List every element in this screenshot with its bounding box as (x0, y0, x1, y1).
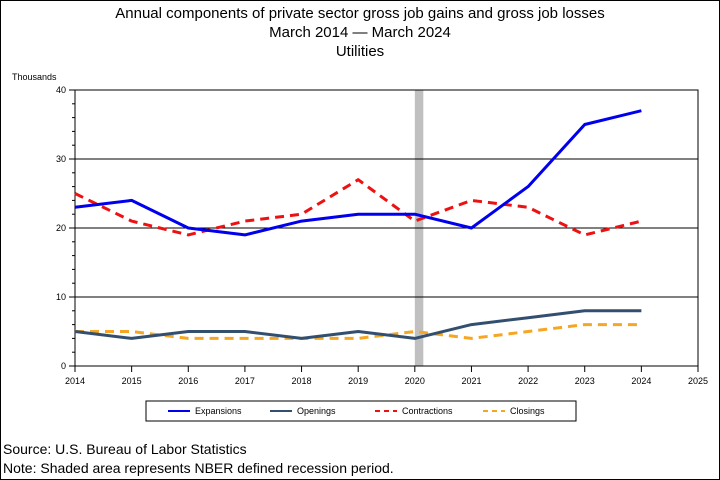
series-line-contractions (74, 178, 642, 237)
chart-industry: Utilities (335, 43, 385, 60)
x-tick-label: 2021 (461, 376, 481, 386)
x-tick-label: 2018 (292, 376, 312, 386)
series-line-closings (75, 323, 642, 340)
x-tick-label: 2025 (688, 376, 708, 386)
y-tick-label: 30 (56, 154, 66, 164)
chart-title: Annual components of private sector gros… (115, 5, 605, 22)
legend: Expansions Openings Contractions Closings (145, 400, 577, 422)
x-tick-label: 2022 (518, 376, 538, 386)
x-tick-label: 2023 (575, 376, 595, 386)
y-tick-label: 10 (56, 292, 66, 302)
series-line-openings (74, 309, 642, 340)
x-tick-label: 2015 (122, 376, 142, 386)
legend-label-closings: Closings (510, 406, 545, 416)
y-tick-label: 20 (56, 223, 66, 233)
x-tick-label: 2016 (178, 376, 198, 386)
y-axis-label: Thousands (12, 72, 57, 82)
source-note: Source: U.S. Bureau of Labor Statistics (3, 441, 247, 457)
legend-label-openings: Openings (297, 406, 336, 416)
x-tick-label: 2017 (235, 376, 255, 386)
y-tick-label: 40 (56, 85, 66, 95)
y-tick-label: 0 (61, 361, 66, 371)
chart-subtitle: March 2014 — March 2024 (269, 24, 451, 41)
x-tick-label: 2020 (405, 376, 425, 386)
legend-label-contractions: Contractions (402, 406, 453, 416)
x-tick-label: 2024 (631, 376, 651, 386)
x-tick-label: 2019 (348, 376, 368, 386)
x-tick-label: 2014 (65, 376, 85, 386)
recession-note: Note: Shaded area represents NBER define… (3, 460, 394, 476)
legend-label-expansions: Expansions (195, 406, 242, 416)
legend-box (145, 400, 577, 422)
series-line-expansions (74, 109, 642, 237)
